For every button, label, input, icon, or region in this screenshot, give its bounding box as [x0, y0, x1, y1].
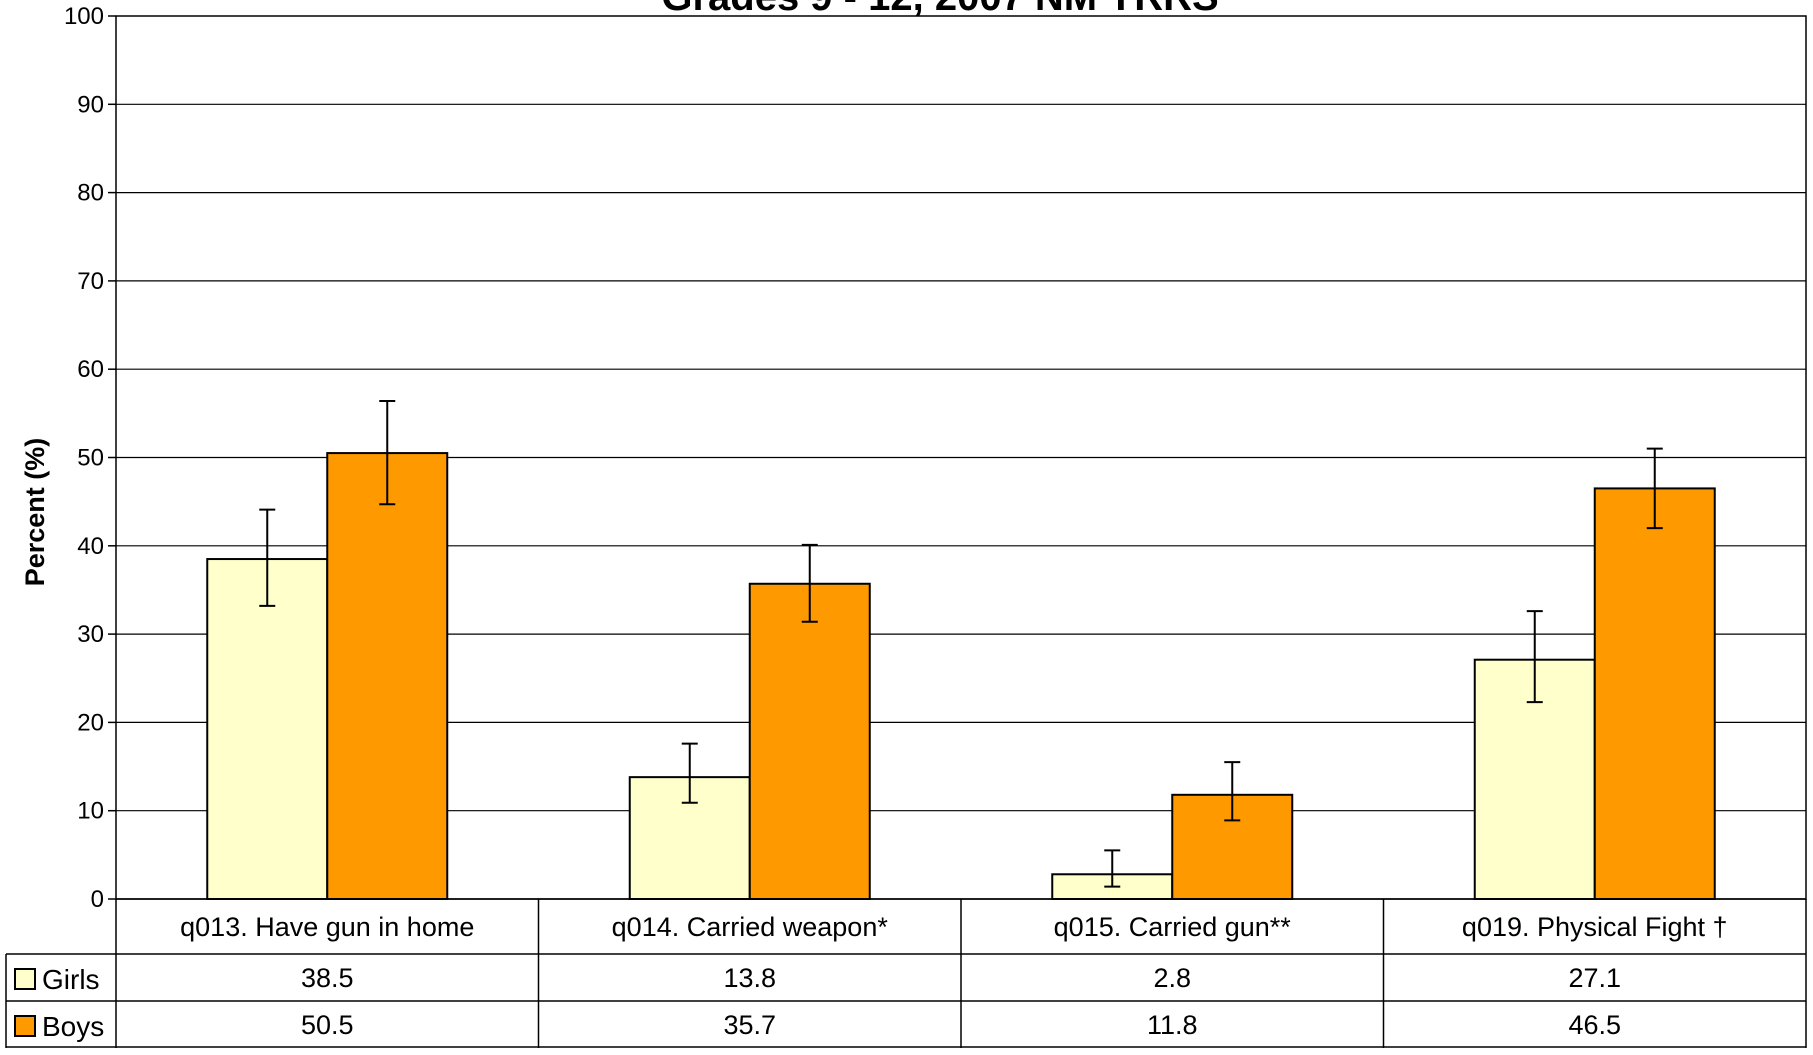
table-value-boys: 11.8	[1147, 1010, 1198, 1040]
table-value-boys: 35.7	[723, 1010, 776, 1040]
data-table: q013. Have gun in home q014. Carried weap…	[5, 898, 1807, 1048]
y-tick-label: 0	[91, 886, 104, 913]
table-value-girls: 2.8	[1153, 963, 1191, 993]
table-value-girls: 38.5	[301, 963, 354, 993]
table-value-boys: 50.5	[301, 1010, 354, 1040]
legend-label-girls: Girls	[42, 964, 100, 995]
bar-boys	[326, 452, 449, 900]
table-value-girls: 13.8	[723, 963, 776, 993]
x-tick-label: q013. Have gun in home	[180, 912, 474, 942]
y-tick-label: 70	[77, 268, 104, 295]
table-value-boys: 46.5	[1568, 1010, 1621, 1040]
bar-boys	[1593, 487, 1716, 900]
y-tick-label: 10	[77, 798, 104, 825]
x-tick-label: q019. Physical Fight †	[1462, 912, 1728, 942]
y-tick-label: 100	[64, 3, 104, 30]
legend-swatch-girls	[14, 968, 36, 990]
y-tick-label: 90	[77, 91, 104, 118]
chart-title: Grades 9 - 12, 2007 NM YRRS	[661, 0, 1218, 19]
y-axis-label: Percent (%)	[20, 438, 50, 587]
bar-boys	[748, 582, 871, 900]
y-tick-label: 40	[77, 533, 104, 560]
x-tick-label: q014. Carried weapon*	[612, 912, 889, 942]
plot-area: 0 10 20 30 40 50 60 70 80 90 100	[64, 3, 1807, 913]
y-tick-label: 60	[77, 356, 104, 383]
y-tick-label: 80	[77, 180, 104, 207]
x-tick-label: q015. Carried gun**	[1054, 912, 1292, 942]
legend-label-boys: Boys	[42, 1011, 104, 1042]
y-tick-label: 50	[77, 445, 104, 472]
bar-girls	[206, 558, 329, 900]
y-tick-label: 30	[77, 621, 104, 648]
legend-swatch-boys	[14, 1015, 36, 1037]
table-value-girls: 27.1	[1568, 963, 1621, 993]
y-tick-label: 20	[77, 709, 104, 736]
